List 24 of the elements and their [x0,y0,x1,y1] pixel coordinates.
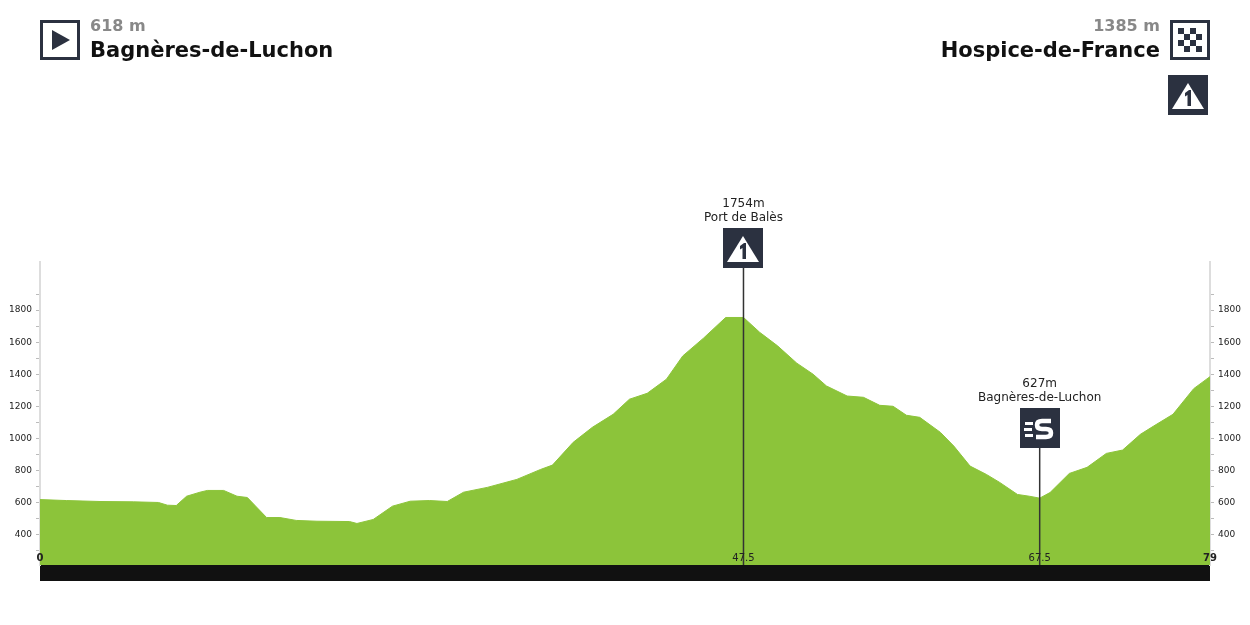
text: 618 m [90,16,146,35]
y-tick-label: 1000 [9,432,33,443]
y2-tick-label: 600 [1218,496,1236,507]
y-tick-label: 600 [14,496,33,507]
annotation: Bagnères-de-Luchon [977,390,1102,404]
y2-tick-label: 1600 [1218,336,1242,347]
y2-tick-label: 1000 [1218,432,1242,443]
y2-tick-label: 1800 [1218,304,1242,315]
text: Hospice-de-France [940,38,1160,62]
y-tick-label: 1400 [9,368,33,379]
y-tick-label: 1800 [9,304,33,315]
y-tick-label: 400 [14,528,33,539]
y2-tick-label: 800 [1218,464,1236,475]
y-tick-label: 1600 [9,336,33,347]
y-tick-label: 1200 [9,400,33,411]
text: Port de Balès [703,210,783,224]
text: 1754m [721,196,766,210]
text: 1385 m [1093,16,1160,35]
y-tick-label: 800 [14,464,33,475]
text: Bagnères-de-Luchon [90,38,334,62]
y2-tick-label: 400 [1218,528,1236,539]
y2-tick-label: 1400 [1218,368,1242,379]
y2-tick-label: 1200 [1218,400,1242,411]
annotation: 627m [1021,376,1058,390]
